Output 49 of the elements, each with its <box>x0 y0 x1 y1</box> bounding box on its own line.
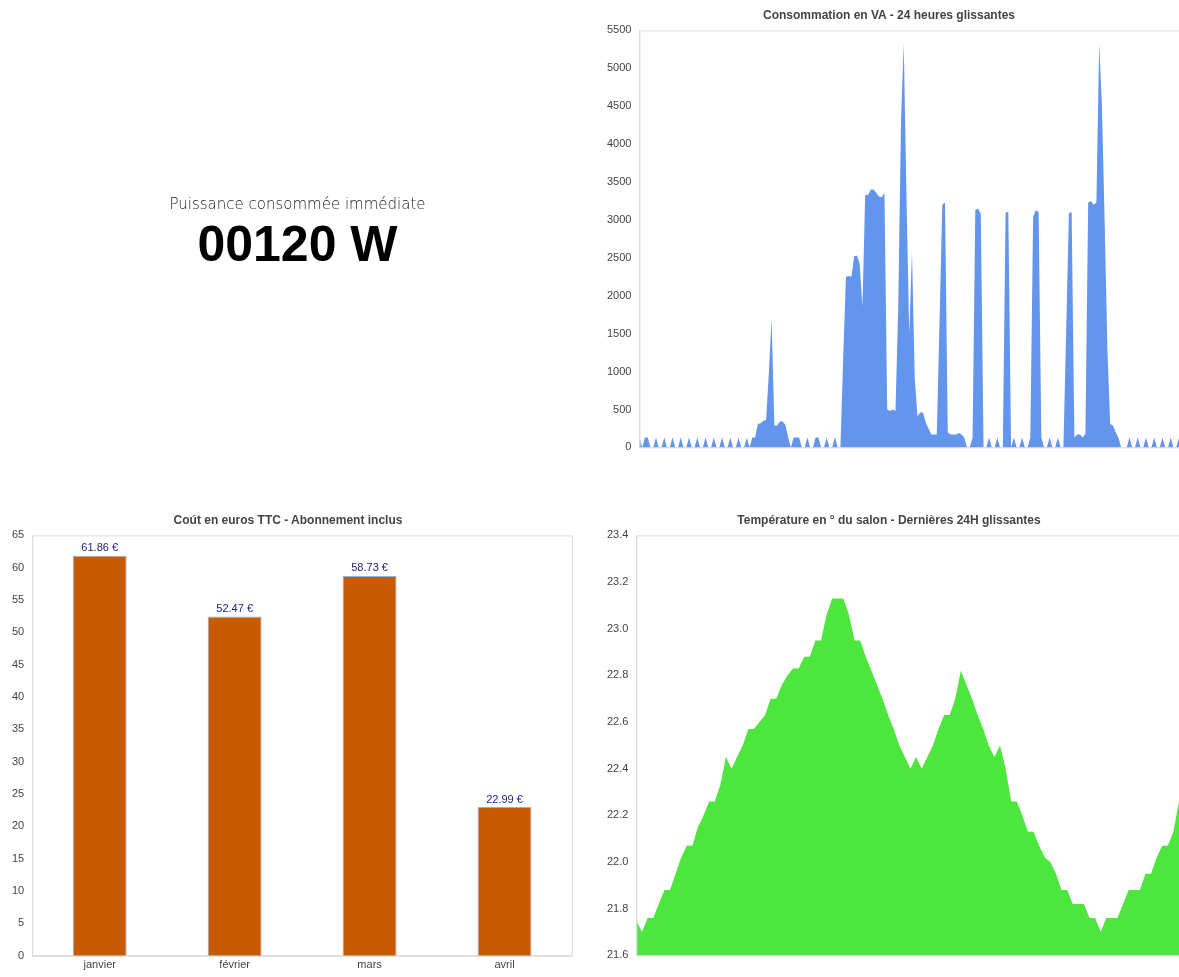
chart-title: Consommation en VA - 24 heures glissantes <box>762 7 1016 22</box>
y-tick-label: 22.6 <box>606 715 629 728</box>
x-tick-label: avril <box>494 958 515 971</box>
x-tick-label: février <box>219 958 251 971</box>
y-tick-label: 22.4 <box>606 761 629 774</box>
y-tick-label: 45 <box>11 657 25 670</box>
data-label: 22.99 € <box>486 792 523 805</box>
y-tick-label: 0 <box>625 440 632 453</box>
chart-title: Température en ° du salon - Dernières 24H glissantes <box>737 512 1041 527</box>
data-label: 58.73 € <box>351 561 388 574</box>
y-tick-label: 500 <box>613 402 632 415</box>
y-tick-label: 0 <box>18 948 25 961</box>
x-tick-label: mars <box>357 958 383 971</box>
y-tick-label: 25 <box>11 787 25 800</box>
y-tick-label: 2000 <box>606 288 632 301</box>
data-label: 61.86 € <box>81 541 119 554</box>
y-tick-label: 2500 <box>606 250 632 263</box>
y-tick-label: 5 <box>18 916 25 929</box>
y-tick-label: 15 <box>11 851 25 864</box>
data-label: 52.47 € <box>216 601 253 614</box>
y-tick-label: 1000 <box>606 364 632 377</box>
y-tick-label: 23.2 <box>606 575 629 588</box>
y-tick-label: 22.2 <box>606 808 629 821</box>
y-tick-label: 20 <box>11 819 25 832</box>
y-tick-label: 21.8 <box>606 901 629 914</box>
chart-title: Coút en euros TTC - Abonnement inclus <box>173 512 403 527</box>
y-tick-label: 55 <box>11 593 25 606</box>
y-tick-label: 65 <box>11 528 25 541</box>
y-tick-label: 4500 <box>606 99 632 112</box>
x-tick-label: janvier <box>82 958 117 971</box>
y-tick-label: 5500 <box>606 23 632 36</box>
y-tick-label: 3500 <box>606 175 632 188</box>
y-tick-label: 10 <box>11 884 25 897</box>
y-tick-label: 1500 <box>606 326 632 339</box>
y-tick-label: 30 <box>11 754 25 767</box>
y-tick-label: 23.0 <box>606 621 629 634</box>
text: Puissance consommée immédiate <box>168 195 427 213</box>
y-tick-label: 50 <box>11 625 25 638</box>
text: 00120 W <box>196 215 399 273</box>
y-tick-label: 22.0 <box>606 855 629 868</box>
y-tick-label: 22.8 <box>606 668 629 681</box>
y-tick-label: 23.4 <box>606 528 629 541</box>
y-tick-label: 21.6 <box>606 948 629 961</box>
y-tick-label: 60 <box>11 560 25 573</box>
y-tick-label: 4000 <box>606 137 632 150</box>
y-tick-label: 3000 <box>606 212 632 225</box>
y-tick-label: 5000 <box>606 61 632 74</box>
y-tick-label: 40 <box>11 690 25 703</box>
y-tick-label: 35 <box>11 722 25 735</box>
